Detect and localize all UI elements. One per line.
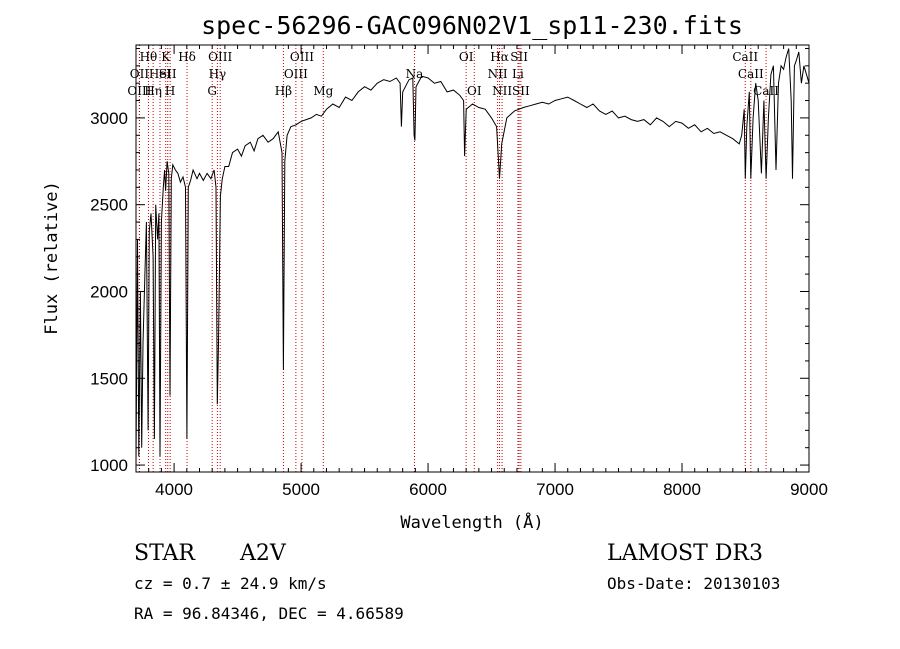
x-tick-label: 6000	[409, 480, 447, 499]
redshift-info: cz = 0.7 ± 24.9 km/s	[134, 574, 327, 593]
line-label: CaII	[738, 67, 764, 81]
line-label: Hδ	[178, 50, 196, 64]
line-label: H	[165, 84, 175, 98]
line-label: Hβ	[275, 84, 292, 98]
spectrum-line	[135, 48, 810, 466]
y-axis-label: Flux (relative)	[42, 181, 62, 335]
line-label: Na	[406, 67, 424, 81]
line-label: Li	[512, 67, 524, 81]
object-class: STAR	[134, 541, 196, 566]
x-tick-label: 5000	[282, 480, 320, 499]
line-label: Hγ	[209, 67, 227, 81]
x-tick-label: 8000	[663, 480, 701, 499]
object-subclass: A2V	[239, 541, 287, 566]
line-label: OIII	[290, 50, 314, 64]
line-label: NII	[492, 84, 512, 98]
axis-ticks	[135, 45, 810, 472]
coordinates: RA = 96.84346, DEC = 4.66589	[134, 604, 404, 623]
line-label: G	[207, 84, 217, 98]
y-tick-label: 1500	[90, 369, 128, 388]
line-label: SII	[510, 50, 528, 64]
line-label: Mg	[313, 84, 333, 98]
line-label: Hα	[490, 50, 509, 64]
emission-line-labels: OII OIII Hθ Hη HeI K SII H Hδ G OIII Hγ Hβ OIII OIII Mg…	[127, 50, 779, 98]
line-label: OI	[459, 50, 474, 64]
y-tick-labels: 1000 1500 2000 2500 3000	[90, 109, 128, 475]
y-tick-label: 2500	[90, 196, 128, 215]
y-tick-label: 1000	[90, 456, 128, 475]
line-label: K	[161, 50, 171, 64]
line-label: CaII	[732, 50, 758, 64]
x-tick-labels: 4000 5000 6000 7000 8000 9000	[155, 480, 828, 499]
x-tick-label: 4000	[155, 480, 193, 499]
chart-title: spec-56296-GAC096N02V1_sp11-230.fits	[201, 11, 743, 40]
x-tick-label: 7000	[536, 480, 574, 499]
line-label: OIII	[284, 67, 308, 81]
line-label: NII	[488, 67, 508, 81]
x-tick-label: 9000	[790, 480, 828, 499]
survey-name: LAMOST DR3	[607, 541, 763, 566]
emission-line-markers	[138, 45, 767, 472]
x-axis-label: Wavelength (Å)	[400, 511, 543, 533]
y-tick-label: 2000	[90, 282, 128, 301]
line-label: SII	[159, 67, 177, 81]
line-label: OIII	[208, 50, 232, 64]
line-label: CaII	[753, 84, 779, 98]
y-tick-label: 3000	[90, 109, 128, 128]
obs-date: Obs-Date: 20130103	[607, 574, 780, 593]
line-label: SII	[512, 84, 530, 98]
line-label: OIII	[127, 84, 151, 98]
line-label: Hθ	[140, 50, 158, 64]
line-label: OII	[130, 67, 150, 81]
line-label: OI	[467, 84, 482, 98]
line-label: HeI	[149, 67, 172, 81]
line-label: Hη	[144, 84, 162, 98]
plot-frame	[135, 44, 810, 473]
